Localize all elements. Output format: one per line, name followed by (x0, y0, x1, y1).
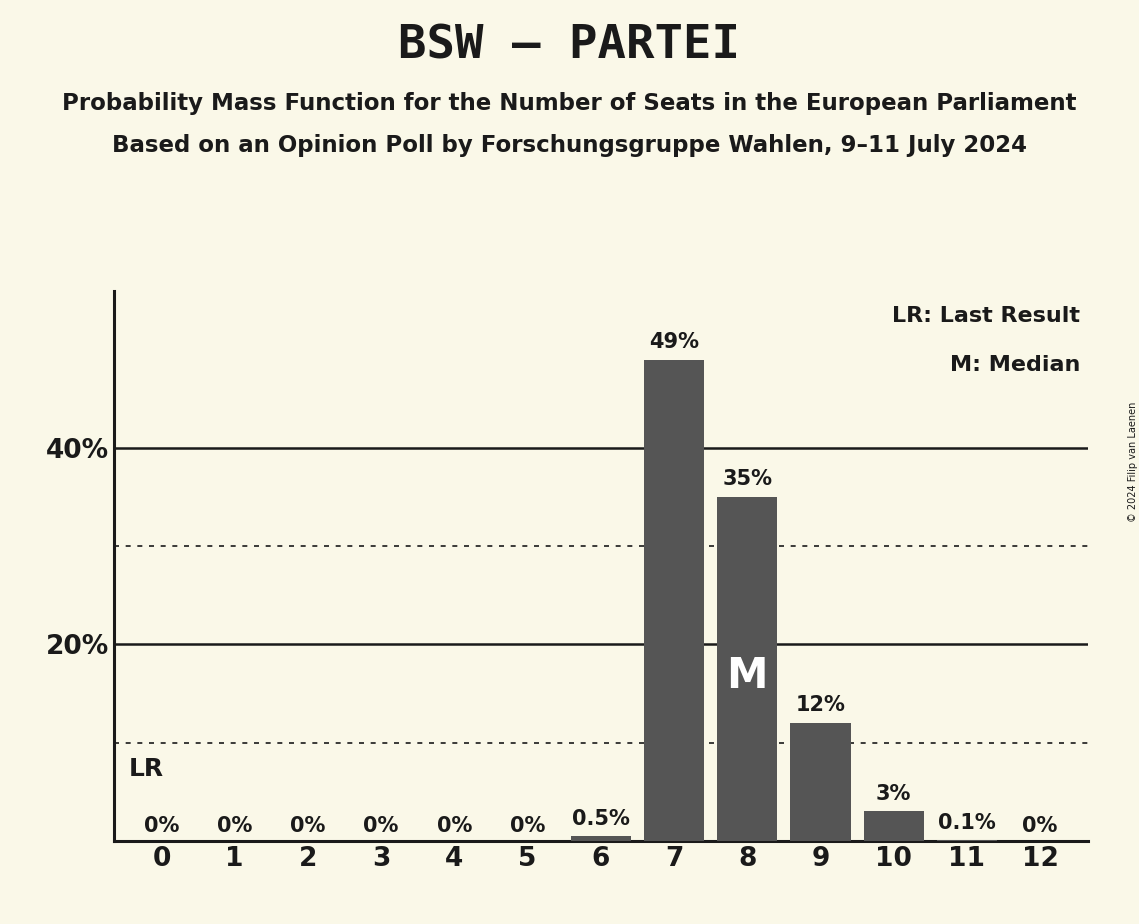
Text: 0%: 0% (218, 816, 253, 836)
Text: LR: LR (129, 758, 164, 782)
Text: 0.1%: 0.1% (939, 813, 995, 833)
Text: M: Median: M: Median (950, 355, 1081, 375)
Text: 12%: 12% (795, 695, 845, 715)
Bar (718, 497, 777, 841)
Text: 3%: 3% (876, 784, 911, 804)
Text: 35%: 35% (722, 469, 772, 490)
Text: M: M (727, 655, 768, 697)
Bar (937, 840, 997, 841)
Text: LR: Last Result: LR: Last Result (893, 306, 1081, 326)
Text: 0.5%: 0.5% (572, 809, 630, 829)
Bar (790, 723, 851, 841)
Text: 49%: 49% (649, 332, 699, 352)
Text: 0%: 0% (436, 816, 472, 836)
Text: 0%: 0% (290, 816, 326, 836)
Text: 0%: 0% (363, 816, 399, 836)
Bar (571, 836, 631, 841)
Text: 0%: 0% (510, 816, 546, 836)
Bar (644, 359, 704, 841)
Text: Probability Mass Function for the Number of Seats in the European Parliament: Probability Mass Function for the Number… (63, 92, 1076, 116)
Text: 0%: 0% (144, 816, 179, 836)
Bar (863, 811, 924, 841)
Text: © 2024 Filip van Laenen: © 2024 Filip van Laenen (1129, 402, 1138, 522)
Text: 0%: 0% (1023, 816, 1058, 836)
Text: BSW – PARTEI: BSW – PARTEI (399, 23, 740, 68)
Text: Based on an Opinion Poll by Forschungsgruppe Wahlen, 9–11 July 2024: Based on an Opinion Poll by Forschungsgr… (112, 134, 1027, 157)
